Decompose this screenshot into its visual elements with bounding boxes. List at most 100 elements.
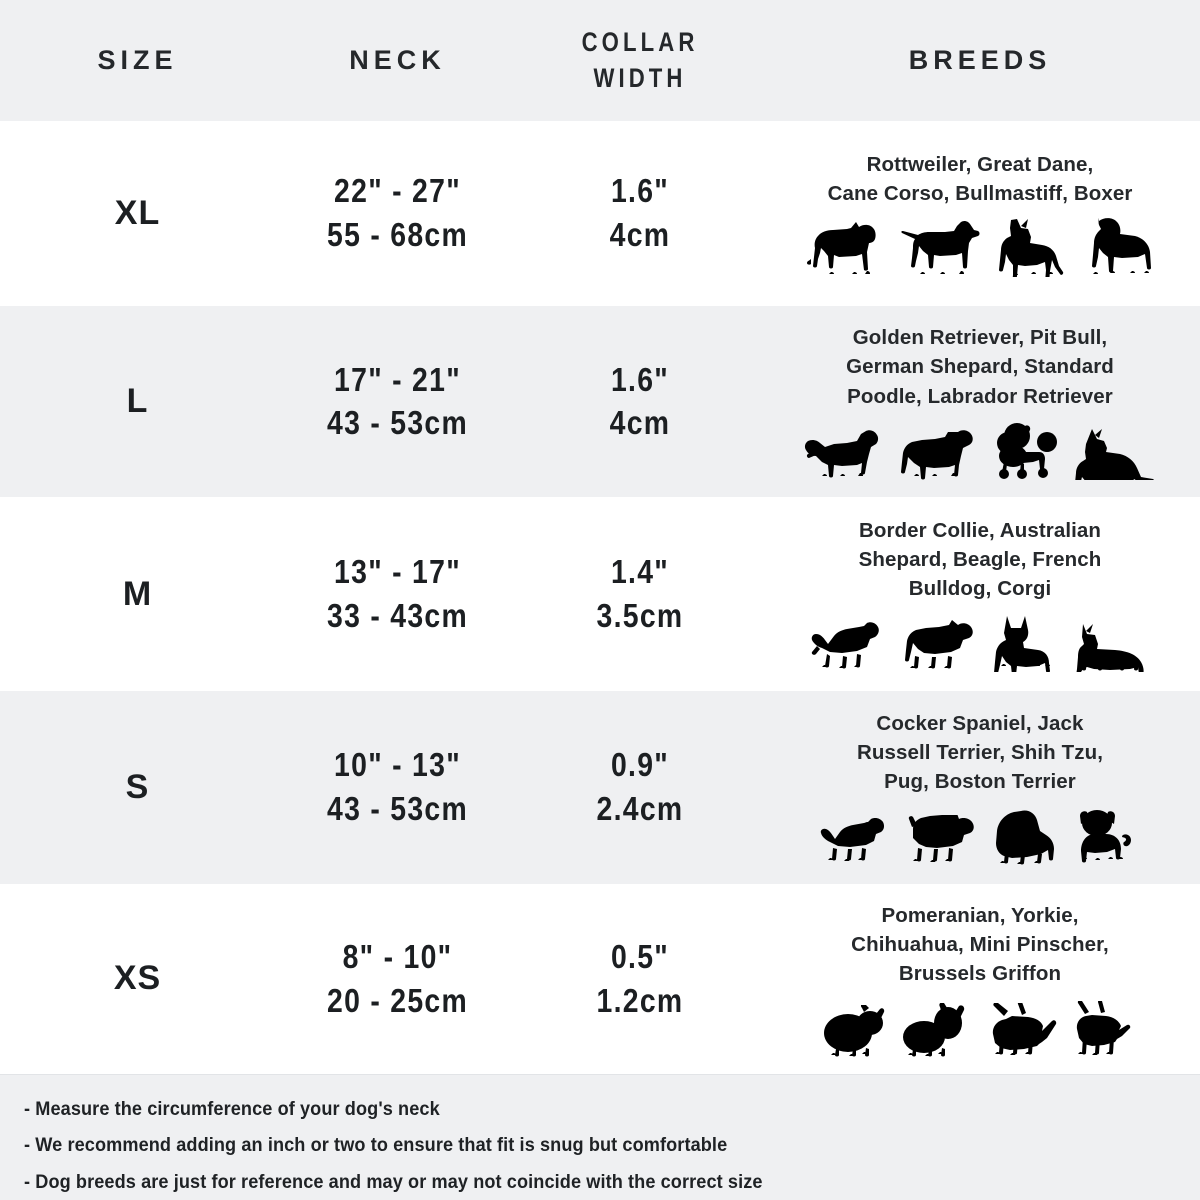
breeds-text: Cocker Spaniel, Jack Russell Terrier, Sh… xyxy=(857,709,1103,796)
header-label-collar-width-line2: WIDTH xyxy=(593,63,687,94)
collar-width-inches: 1.6" xyxy=(610,360,670,398)
size-label: M xyxy=(122,574,153,613)
neck-cm: 43 - 53cm xyxy=(327,404,468,442)
cell-breeds: Cocker Spaniel, Jack Russell Terrier, Sh… xyxy=(760,709,1200,865)
breeds-line: Bulldog, Corgi xyxy=(908,577,1052,601)
neck-inches: 8" - 10" xyxy=(342,937,453,975)
breed-silhouettes xyxy=(804,418,1156,480)
rottweiler-dog-icon xyxy=(807,221,876,274)
collar-width-inches: 1.6" xyxy=(610,172,670,210)
french-bulldog-icon xyxy=(994,616,1050,673)
cell-collar-width: 0.9" 2.4cm xyxy=(520,743,760,831)
breeds-line: Shepard, Beagle, French xyxy=(858,548,1102,572)
breeds-line: Golden Retriever, Pit Bull, xyxy=(852,326,1108,350)
neck-inches: 17" - 21" xyxy=(334,360,461,398)
cell-size: M xyxy=(0,575,275,614)
breeds-text: Golden Retriever, Pit Bull, German Shepa… xyxy=(846,323,1114,410)
collar-width-cm: 2.4cm xyxy=(596,790,684,828)
collar-width-inches: 0.9" xyxy=(610,746,670,784)
header-label-breeds: BREEDS xyxy=(908,45,1052,76)
breeds-line: Rottweiler, Great Dane, xyxy=(866,152,1094,176)
bullmastiff-dog-icon xyxy=(1092,217,1151,274)
size-label: XL xyxy=(114,193,161,232)
pomeranian-dog-icon xyxy=(824,1005,885,1057)
breeds-line: Chihuahua, Mini Pinscher, xyxy=(851,932,1109,956)
collar-width-cm: 4cm xyxy=(609,404,671,442)
neck-inches: 10" - 13" xyxy=(334,746,461,784)
header-label-size: SIZE xyxy=(97,45,178,76)
cell-neck: 8" - 10" 20 - 25cm xyxy=(275,935,520,1023)
neck-inches: 22" - 27" xyxy=(334,172,461,210)
pug-dog-icon xyxy=(1080,810,1131,863)
chihuahua-dog-icon xyxy=(992,1003,1057,1056)
german-shepherd-dog-icon xyxy=(1075,428,1154,480)
cell-breeds: Border Collie, Australian Shepard, Beagl… xyxy=(760,516,1200,673)
cell-neck: 13" - 17" 33 - 43cm xyxy=(275,550,520,638)
table-header-row: SIZE NECK COLLAR WIDTH BREEDS xyxy=(0,0,1200,121)
great-dane-dog-icon xyxy=(901,220,980,274)
collar-width-inches: 1.4" xyxy=(610,553,670,591)
cell-neck: 17" - 21" 43 - 53cm xyxy=(275,358,520,446)
cell-collar-width: 1.6" 4cm xyxy=(520,169,760,257)
breeds-text: Pomeranian, Yorkie, Chihuahua, Mini Pins… xyxy=(851,901,1109,988)
note-measure: - Measure the circumference of your dog'… xyxy=(24,1098,440,1121)
border-collie-dog-icon xyxy=(811,622,879,669)
breed-silhouettes xyxy=(805,215,1155,277)
cell-neck: 10" - 13" 43 - 53cm xyxy=(275,743,520,831)
cell-collar-width: 1.6" 4cm xyxy=(520,358,760,446)
size-label: XS xyxy=(113,959,162,998)
jack-russell-dog-icon xyxy=(908,815,974,863)
breeds-line: Brussels Griffon xyxy=(898,961,1062,985)
yorkie-dog-icon xyxy=(903,1003,965,1057)
neck-inches: 13" - 17" xyxy=(334,553,461,591)
table-row: S 10" - 13" 43 - 53cm 0.9" 2.4cm Cocker … xyxy=(0,690,1200,884)
breeds-text: Border Collie, Australian Shepard, Beagl… xyxy=(859,516,1102,603)
breed-silhouettes xyxy=(819,803,1141,865)
size-label: L xyxy=(126,381,149,420)
header-label-collar-width-line1: COLLAR xyxy=(581,27,699,57)
cell-collar-width: 0.5" 1.2cm xyxy=(520,935,760,1023)
collar-width-cm: 4cm xyxy=(609,216,671,254)
cell-breeds: Rottweiler, Great Dane, Cane Corso, Bull… xyxy=(760,150,1200,277)
collar-width-cm: 3.5cm xyxy=(596,597,684,635)
footer-notes: - Measure the circumference of your dog'… xyxy=(0,1074,1200,1200)
neck-cm: 33 - 43cm xyxy=(327,597,468,635)
corgi-dog-icon xyxy=(1076,624,1144,673)
collar-width-cm: 1.2cm xyxy=(596,981,684,1019)
doberman-dog-icon xyxy=(999,218,1064,277)
note-reference: - Dog breeds are just for reference and … xyxy=(24,1170,763,1193)
shih-tzu-dog-icon xyxy=(996,810,1054,865)
cell-size: XS xyxy=(0,959,275,998)
note-recommend: - We recommend adding an inch or two to … xyxy=(24,1134,728,1157)
golden-retriever-dog-icon xyxy=(804,429,879,478)
breeds-line: Cocker Spaniel, Jack xyxy=(876,712,1084,736)
breed-silhouettes xyxy=(811,610,1149,673)
poodle-dog-icon xyxy=(997,422,1057,479)
cell-breeds: Pomeranian, Yorkie, Chihuahua, Mini Pins… xyxy=(760,901,1200,1057)
min-pinscher-dog-icon xyxy=(1076,1001,1131,1056)
header-cell-size: SIZE xyxy=(0,42,275,78)
cell-breeds: Golden Retriever, Pit Bull, German Shepa… xyxy=(760,323,1200,480)
size-label: S xyxy=(125,767,150,806)
breeds-line: Pug, Boston Terrier xyxy=(884,770,1076,794)
breeds-line: Pomeranian, Yorkie, xyxy=(881,903,1079,927)
breeds-text: Rottweiler, Great Dane, Cane Corso, Bull… xyxy=(828,150,1133,208)
cell-neck: 22" - 27" 55 - 68cm xyxy=(275,169,520,257)
breeds-line: Cane Corso, Bullmastiff, Boxer xyxy=(827,181,1133,205)
neck-cm: 55 - 68cm xyxy=(327,216,468,254)
table-row: XL 22" - 27" 55 - 68cm 1.6" 4cm Rottweil… xyxy=(0,120,1200,306)
breeds-line: Border Collie, Australian xyxy=(858,518,1102,542)
header-label-neck: NECK xyxy=(349,45,446,76)
breeds-line: Poodle, Labrador Retriever xyxy=(847,384,1113,408)
neck-cm: 43 - 53cm xyxy=(327,790,468,828)
header-cell-neck: NECK xyxy=(275,42,520,78)
cell-size: L xyxy=(0,382,275,421)
header-cell-collar-width: COLLAR WIDTH xyxy=(520,24,760,97)
breeds-line: German Shepard, Standard xyxy=(846,355,1114,379)
header-cell-breeds: BREEDS xyxy=(760,42,1200,78)
labrador-dog-icon xyxy=(901,429,973,480)
collar-width-inches: 0.5" xyxy=(610,937,670,975)
table-row: L 17" - 21" 43 - 53cm 1.6" 4cm Golden Re… xyxy=(0,305,1200,498)
breeds-line: Russell Terrier, Shih Tzu, xyxy=(856,741,1103,765)
